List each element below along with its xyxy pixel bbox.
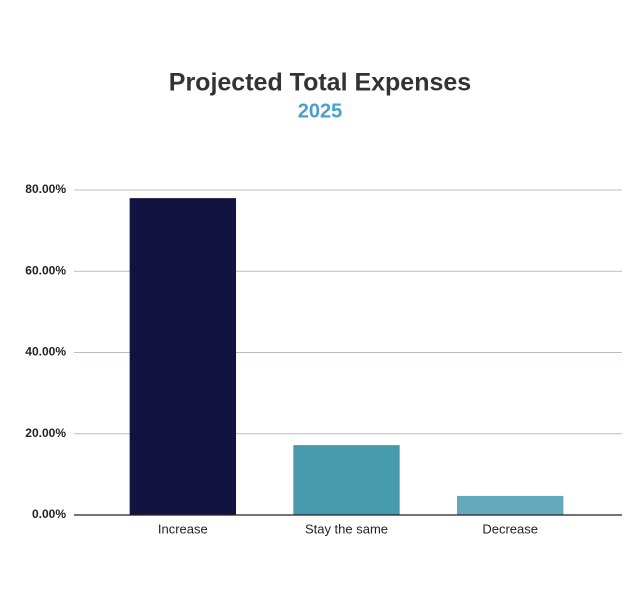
chart-title: Projected Total Expenses <box>169 69 471 97</box>
y-tick-label: 0.00% <box>32 507 66 521</box>
chart-subtitle: 2025 <box>298 100 343 122</box>
bar <box>129 198 237 515</box>
x-tick-label: Increase <box>158 521 208 536</box>
y-tick-label: 40.00% <box>25 345 66 359</box>
x-tick-label: Stay the same <box>305 521 388 536</box>
y-tick-label: 80.00% <box>25 182 66 196</box>
bar <box>456 495 564 515</box>
bar <box>293 445 400 515</box>
y-tick-label: 20.00% <box>25 426 66 440</box>
x-tick-label: Decrease <box>482 521 538 536</box>
y-tick-label: 60.00% <box>25 263 66 277</box>
